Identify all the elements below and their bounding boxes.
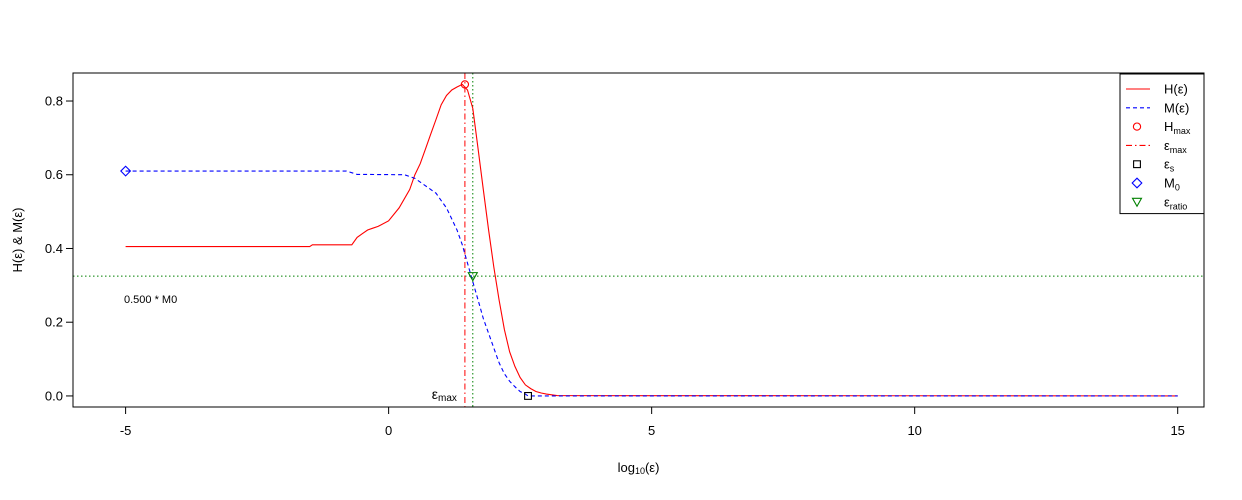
legend-item-label: M0: [1164, 176, 1180, 193]
legend-item-label: εmax: [1164, 138, 1187, 155]
legend-item-label-sub: s: [1170, 164, 1175, 174]
legend-item-label: H(ε): [1164, 82, 1188, 97]
y-tick-label: 0.6: [45, 167, 63, 182]
x-axis-label-main: log: [618, 460, 635, 475]
legend-square-symbol: [1133, 160, 1141, 169]
legend-item-label: M(ε): [1164, 100, 1189, 115]
y-tick-label: 0.4: [45, 241, 63, 256]
marker-layer: [120, 80, 532, 400]
legend-item-label-main: ε: [1164, 194, 1170, 209]
legend-item-label-main: ε: [1164, 157, 1170, 172]
legend-triangle-down-symbol: [1131, 197, 1143, 208]
legend-box: [1119, 73, 1205, 215]
legend-item-label-main: M(ε): [1164, 100, 1189, 115]
legend-circle-symbol: [1132, 122, 1142, 131]
legend-item-label-sub: 0: [1175, 183, 1180, 193]
legend-item-label-main: H: [1164, 119, 1173, 134]
x-tick-label: 15: [1170, 423, 1184, 438]
axes: -5 0 5 10 15 0.0 0.2 0.4 0.6 0.8: [45, 94, 1185, 438]
legend-item-label: εs: [1164, 157, 1175, 174]
marker-M0: [120, 165, 132, 177]
x-tick-label: 10: [907, 423, 921, 438]
x-axis-label: log10(ε): [618, 460, 660, 476]
marker-H-max: [460, 80, 470, 89]
legend-item-label-sub: max: [1173, 126, 1191, 136]
eps-max-label: εmax: [432, 386, 457, 404]
plot-frame: [72, 72, 1205, 408]
legend-item-label-main: ε: [1164, 138, 1170, 153]
annotations: 0.500 * M0 εmax: [124, 294, 457, 404]
y-axis-label: H(ε) & M(ε): [10, 207, 25, 272]
legend-item-label-main: H(ε): [1164, 82, 1188, 97]
x-axis-label-sub: 10: [635, 466, 645, 476]
x-tick-label: -5: [120, 423, 132, 438]
x-tick-label: 5: [648, 423, 655, 438]
y-tick-label: 0.8: [45, 94, 63, 109]
legend-diamond-symbol: [1131, 177, 1143, 189]
x-tick-label: 0: [385, 423, 392, 438]
y-tick-label: 0.2: [45, 315, 63, 330]
legend-item-label-sub: ratio: [1170, 201, 1188, 211]
ratio-label: 0.500 * M0: [124, 294, 177, 306]
series-layer: [125, 83, 1178, 397]
series-H-line: [125, 83, 1178, 397]
eps-max-label-main: ε: [432, 386, 438, 402]
marker-eps-s: [524, 391, 532, 400]
legend-item-label-sub: max: [1170, 145, 1188, 155]
legend-item-label: Hmax: [1164, 119, 1191, 136]
legend-item-label: εratio: [1164, 194, 1187, 211]
y-tick-label: 0.0: [45, 388, 63, 403]
reference-lines: [73, 73, 1204, 407]
series-M-line: [125, 170, 1178, 397]
x-axis-label-tail: (ε): [645, 460, 659, 475]
marker-eps-ratio: [467, 272, 479, 282]
legend-item-label-main: M: [1164, 176, 1175, 191]
eps-max-label-sub: max: [438, 393, 457, 404]
